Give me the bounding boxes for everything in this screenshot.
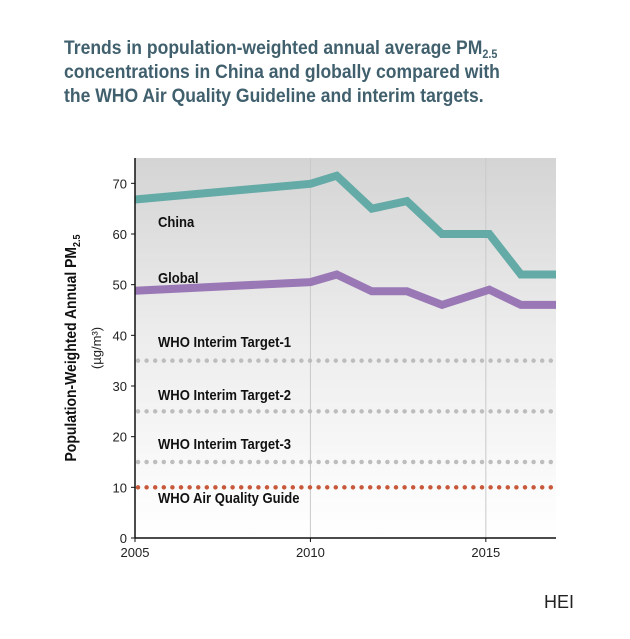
y-axis-title: Population-Weighted Annual PM2.5 xyxy=(63,234,83,462)
series-label: China xyxy=(158,214,195,230)
reference-line-label: WHO Interim Target-3 xyxy=(158,436,291,452)
y-tick-label: 40 xyxy=(113,328,127,343)
title-line2: concentrations in China and globally com… xyxy=(64,61,500,83)
title-line1: Trends in population-weighted annual ave… xyxy=(64,37,483,59)
reference-line-label: WHO Interim Target-1 xyxy=(158,334,291,350)
reference-line-label: WHO Air Quality Guide xyxy=(158,490,300,506)
y-tick-label: 20 xyxy=(113,430,127,445)
x-tick-label: 2010 xyxy=(296,545,325,560)
y-tick-label: 30 xyxy=(113,379,127,394)
grid-lines xyxy=(309,158,487,538)
x-tick-label: 2005 xyxy=(121,545,150,560)
svg-text:Population-Weighted Annual PM2: Population-Weighted Annual PM2.5 xyxy=(63,234,83,462)
axes: 0 10 20 30 40 50 60 70 2005 2010 2015 xyxy=(113,158,556,560)
y-tick-label: 70 xyxy=(113,176,127,191)
series-labels: WHO Interim Target-1 WHO Interim Target-2… xyxy=(158,214,300,506)
series-line xyxy=(134,171,556,279)
title-subscript: 2.5 xyxy=(482,47,498,61)
series-line xyxy=(134,270,556,310)
y-tick-label: 10 xyxy=(113,480,127,495)
x-tick-label: 2015 xyxy=(471,545,500,560)
y-axis-label: Population-Weighted Annual PM xyxy=(63,247,80,462)
title-line3: the WHO Air Quality Guideline and interi… xyxy=(64,85,484,107)
series-label: Global xyxy=(158,270,199,286)
chart-title: Trends in population-weighted annual ave… xyxy=(64,36,550,108)
reference-line-label: WHO Interim Target-2 xyxy=(158,387,291,403)
y-tick-label: 50 xyxy=(113,278,127,293)
y-tick-label: 60 xyxy=(113,227,127,242)
reference-lines xyxy=(135,358,558,490)
y-axis-label-sub: 2.5 xyxy=(72,234,84,247)
y-axis-unit: (µg/m³) xyxy=(89,327,104,369)
series-lines xyxy=(134,171,556,310)
source-label: HEI xyxy=(543,592,574,612)
y-tick-label: 0 xyxy=(120,531,127,546)
